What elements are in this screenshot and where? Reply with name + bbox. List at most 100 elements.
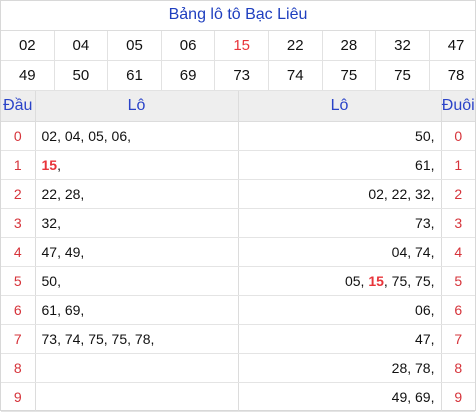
loto-values: 47,	[415, 331, 435, 347]
loto-values: 73, 74, 75, 75, 78,	[41, 331, 155, 347]
number-cell: 32	[375, 31, 430, 61]
duoi-digit: 9	[440, 382, 475, 412]
dau-digit: 3	[1, 208, 35, 238]
loto-values: 61, 69,	[41, 302, 85, 318]
loto-row: 1 15, 61, 1	[1, 150, 475, 180]
lo-right-cell: 04, 74,	[237, 237, 441, 267]
lo-right-cell: 50,	[237, 121, 441, 151]
loto-row: 3 32, 73, 3	[1, 208, 475, 238]
number-cell: 74	[268, 60, 323, 91]
board-title: Bảng lô tô Bạc Liêu	[1, 1, 475, 31]
dau-digit: 5	[1, 266, 35, 296]
number-cell: 06	[161, 31, 216, 61]
lo-left-cell: 73, 74, 75, 75, 78,	[34, 324, 238, 354]
duoi-digit: 2	[440, 179, 475, 209]
number-cell: 28	[322, 31, 377, 61]
number-cell: 78	[429, 60, 476, 91]
number-cell: 47	[429, 31, 476, 61]
header-dau: Đầu	[1, 91, 35, 122]
number-cell: 73	[214, 60, 269, 91]
lo-left-cell	[34, 353, 238, 383]
lo-right-cell: 61,	[237, 150, 441, 180]
lo-left-cell: 50,	[34, 266, 238, 296]
number-cell: 69	[161, 60, 216, 91]
duoi-digit: 1	[440, 150, 475, 180]
lo-right-cell: 02, 22, 32,	[237, 179, 441, 209]
lo-right-cell: 49, 69,	[237, 382, 441, 412]
duoi-digit: 5	[440, 266, 475, 296]
dau-digit: 8	[1, 353, 35, 383]
lo-right-cell: 73,	[237, 208, 441, 238]
loto-row: 6 61, 69, 06, 6	[1, 295, 475, 325]
loto-values: 47, 49,	[41, 244, 85, 260]
loto-row: 0 02, 04, 05, 06, 50, 0	[1, 121, 475, 151]
duoi-digit: 8	[440, 353, 475, 383]
loto-values: 73,	[415, 215, 435, 231]
duoi-digit: 6	[440, 295, 475, 325]
loto-values: ,	[57, 157, 61, 173]
lo-left-cell: 61, 69,	[34, 295, 238, 325]
dau-digit: 9	[1, 382, 35, 412]
lo-left-cell: 02, 04, 05, 06,	[34, 121, 238, 151]
number-grid: 02 04 05 06 15 22 28 32 47 49 50 61 69 73 74 75 75 78	[1, 31, 476, 91]
lo-right-cell: 47,	[237, 324, 441, 354]
lo-left-cell: 15,	[34, 150, 238, 180]
header-lo-right: Lô	[237, 91, 441, 122]
loto-table: Đầu Lô Lô Đuôi 0 02, 04, 05, 06, 50, 0 1 15, 6…	[1, 91, 475, 412]
duoi-digit: 7	[440, 324, 475, 354]
number-row: 02 04 05 06 15 22 28 32 47	[1, 31, 476, 61]
lo-left-cell	[34, 382, 238, 412]
dau-digit: 4	[1, 237, 35, 267]
dau-digit: 7	[1, 324, 35, 354]
number-cell: 15	[214, 31, 269, 61]
loto-row: 7 73, 74, 75, 75, 78, 47, 7	[1, 324, 475, 354]
loto-values: 32,	[41, 215, 61, 231]
loto-row: 8 28, 78, 8	[1, 353, 475, 383]
number-row: 49 50 61 69 73 74 75 75 78	[1, 60, 476, 91]
loto-values: 05,	[344, 273, 369, 289]
number-cell: 50	[54, 60, 109, 91]
loto-values: 50,	[415, 128, 435, 144]
number-cell: 61	[107, 60, 162, 91]
number-cell: 22	[268, 31, 323, 61]
dau-digit: 2	[1, 179, 35, 209]
loto-values: 50,	[41, 273, 61, 289]
special-number: 15	[41, 157, 58, 173]
dau-digit: 6	[1, 295, 35, 325]
number-cell: 05	[107, 31, 162, 61]
lo-left-cell: 32,	[34, 208, 238, 238]
loto-values: 49, 69,	[391, 389, 435, 405]
special-number: 15	[368, 273, 384, 289]
loto-header-row: Đầu Lô Lô Đuôi	[1, 91, 475, 122]
lo-right-cell: 05, 15, 75, 75,	[237, 266, 441, 296]
loto-values: 02, 04, 05, 06,	[41, 128, 132, 144]
loto-values: 04, 74,	[391, 244, 435, 260]
loto-row: 4 47, 49, 04, 74, 4	[1, 237, 475, 267]
lo-right-cell: 06,	[237, 295, 441, 325]
dau-digit: 1	[1, 150, 35, 180]
loto-row: 2 22, 28, 02, 22, 32, 2	[1, 179, 475, 209]
lo-right-cell: 28, 78,	[237, 353, 441, 383]
number-cell: 49	[1, 60, 55, 91]
lo-left-cell: 47, 49,	[34, 237, 238, 267]
loto-row: 5 50, 05, 15, 75, 75, 5	[1, 266, 475, 296]
loto-values: 28, 78,	[391, 360, 435, 376]
lo-left-cell: 22, 28,	[34, 179, 238, 209]
duoi-digit: 0	[440, 121, 475, 151]
number-cell: 02	[1, 31, 55, 61]
loto-values: 22, 28,	[41, 186, 85, 202]
loto-row: 9 49, 69, 9	[1, 382, 475, 412]
duoi-digit: 4	[440, 237, 475, 267]
dau-digit: 0	[1, 121, 35, 151]
duoi-digit: 3	[440, 208, 475, 238]
header-lo-left: Lô	[34, 91, 238, 122]
number-cell: 75	[375, 60, 430, 91]
loto-values: , 75, 75,	[383, 273, 435, 289]
loto-values: 61,	[415, 157, 435, 173]
header-duoi: Đuôi	[440, 91, 475, 122]
number-cell: 75	[322, 60, 377, 91]
loto-values: 02, 22, 32,	[368, 186, 435, 202]
number-cell: 04	[54, 31, 109, 61]
loto-values: 06,	[415, 302, 435, 318]
